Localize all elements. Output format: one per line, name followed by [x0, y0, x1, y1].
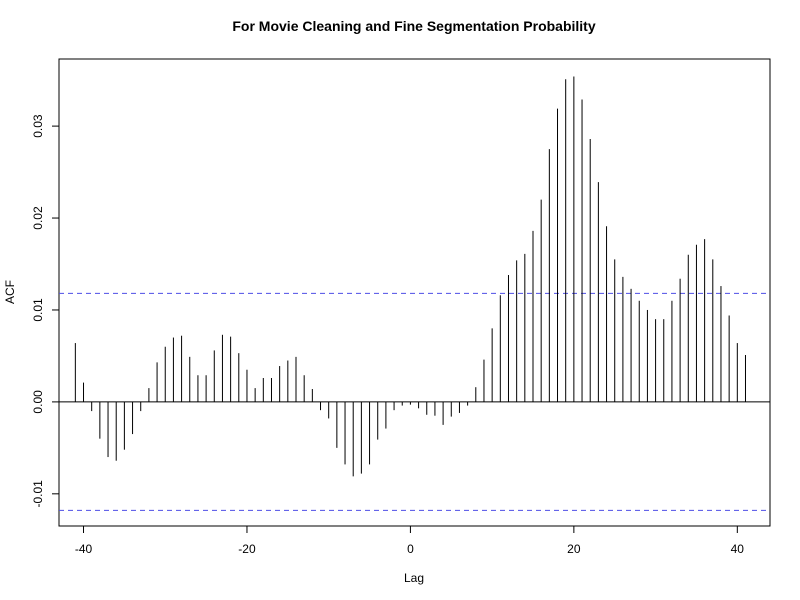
y-axis: -0.01 0.00 0.01 0.02 0.03 [31, 114, 59, 508]
y-tick-label: -0.01 [31, 480, 45, 508]
y-tick-label: 0.01 [31, 298, 45, 322]
confidence-bounds [59, 292, 770, 511]
x-tick-label: 0 [407, 542, 414, 556]
x-tick-label: -20 [238, 542, 256, 556]
y-tick-label: 0.03 [31, 114, 45, 138]
plot-frame [58, 58, 771, 527]
y-axis-label: ACF [3, 280, 17, 304]
chart-title: For Movie Cleaning and Fine Segmentation… [232, 18, 595, 34]
x-tick-label: 20 [567, 542, 581, 556]
x-tick-label: -40 [75, 542, 93, 556]
x-tick-label: 40 [731, 542, 745, 556]
y-tick-label: 0.00 [31, 390, 45, 414]
y-tick-label: 0.02 [31, 206, 45, 230]
x-axis-label: Lag [404, 571, 424, 585]
x-axis: -40 -20 0 20 40 [75, 526, 744, 556]
acf-bars [74, 76, 746, 477]
